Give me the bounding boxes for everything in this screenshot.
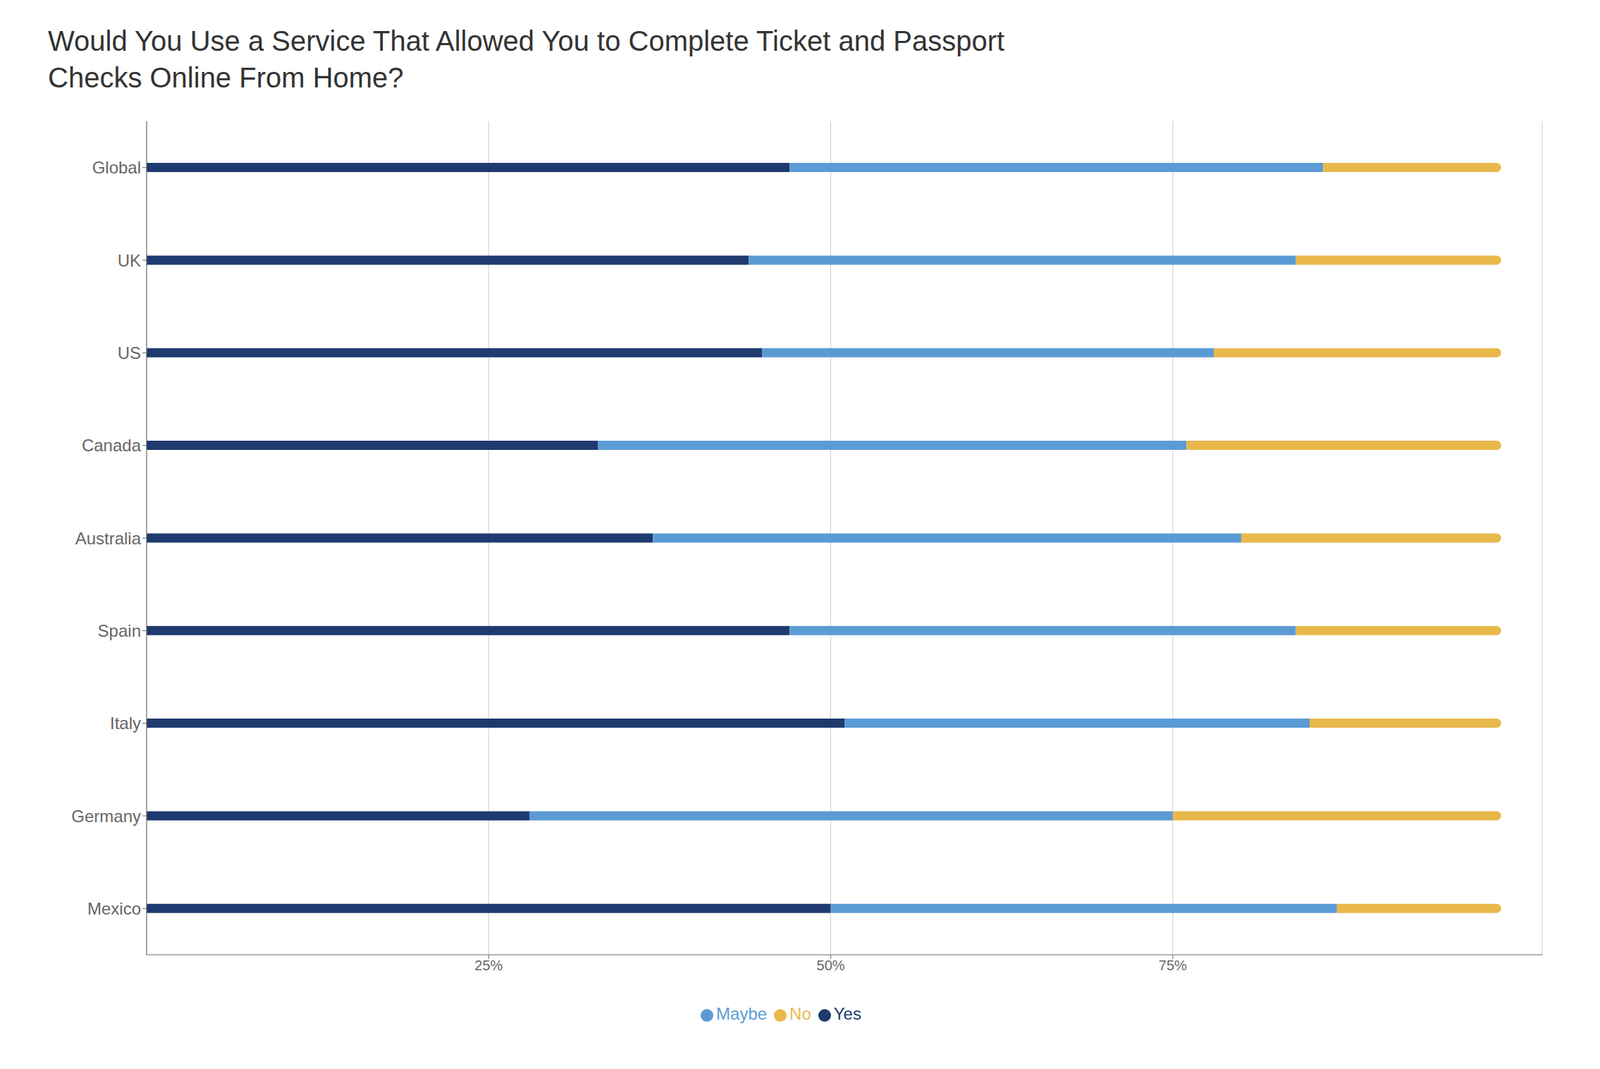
svg-text:Australia: Australia [75,528,142,548]
svg-text:Spain: Spain [97,620,141,640]
svg-text:Italy: Italy [109,713,141,733]
html-text:Yes: Yes [833,1003,862,1023]
svg-text:Canada: Canada [81,435,142,455]
svg-text:75%: 75% [1158,957,1187,973]
svg-text:50%: 50% [816,957,846,973]
html-text:Would You Use a Service That A: Would You Use a Service That Allowed You… [47,25,1005,94]
html-text:Maybe: Maybe [716,1003,767,1023]
svg-text:UK: UK [117,250,141,270]
html-text:No: No [789,1003,812,1023]
svg-text:Global: Global [92,157,141,177]
svg-text:Germany: Germany [71,806,141,826]
svg-text:25%: 25% [474,957,503,973]
svg-text:Mexico: Mexico [87,898,141,918]
svg-text:US: US [117,343,141,363]
